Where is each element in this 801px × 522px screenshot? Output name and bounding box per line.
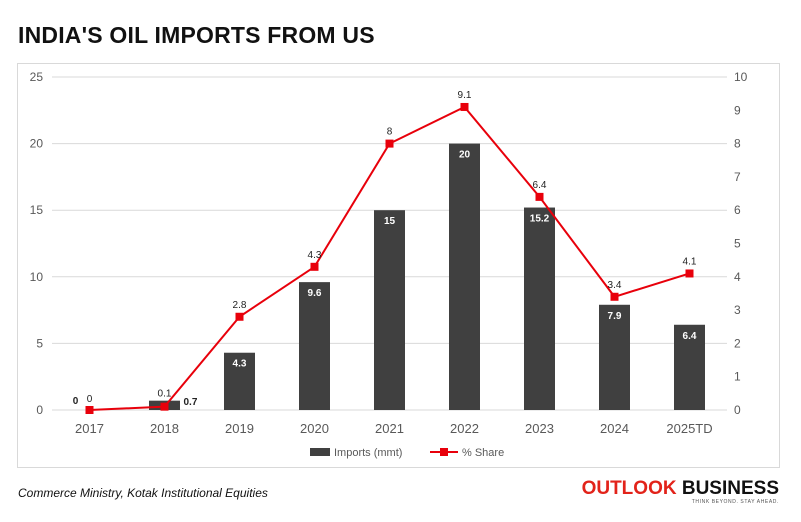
- legend-marker-share: [440, 448, 448, 456]
- bar-data-label: 9.6: [308, 288, 322, 299]
- line-marker: [310, 262, 319, 271]
- y-left-tick-label: 5: [36, 336, 43, 350]
- line-data-label: 4.1: [683, 256, 697, 267]
- x-tick-label: 2025TD: [666, 421, 712, 436]
- line-data-label: 0.1: [158, 389, 172, 400]
- y-left-tick-label: 25: [30, 70, 44, 84]
- y-right-tick-label: 1: [734, 370, 741, 384]
- y-right-tick-label: 9: [734, 103, 741, 117]
- line-data-label: 4.3: [308, 250, 322, 261]
- bar-data-label: 20: [459, 150, 471, 161]
- line-marker: [235, 312, 244, 321]
- x-tick-label: 2017: [75, 421, 104, 436]
- bar-imports: [524, 207, 555, 410]
- x-tick-label: 2018: [150, 421, 179, 436]
- y-right-tick-label: 8: [734, 137, 741, 151]
- line-marker: [610, 292, 619, 301]
- line-data-label: 6.4: [533, 180, 547, 191]
- y-right-tick-label: 6: [734, 203, 741, 217]
- combo-chart: 0 5 10 15 20 25 0 1 2 3 4 5 6 7 8 9 10 0 0.7 4.3 9.6 15 20 15.2…: [30, 70, 748, 459]
- bar-data-label: 7.9: [608, 311, 622, 322]
- bar-imports: [224, 352, 255, 410]
- y-left-tick-label: 20: [30, 137, 44, 151]
- line-marker: [685, 269, 694, 278]
- brand-tagline: THINK BEYOND. STAY AHEAD.: [691, 499, 779, 505]
- y-left-tick-label: 15: [30, 203, 44, 217]
- bar-imports: [374, 210, 405, 410]
- legend-label-imports: Imports (mmt): [334, 447, 402, 459]
- line-data-label: 2.8: [233, 300, 247, 311]
- line-data-label: 3.4: [608, 280, 622, 291]
- y-left-tick-label: 10: [30, 270, 44, 284]
- line-marker: [385, 139, 394, 148]
- y-right-tick-label: 4: [734, 270, 741, 284]
- line-marker: [460, 102, 469, 111]
- line-marker: [160, 402, 169, 411]
- brand-word-outlook: OUTLOOK: [581, 478, 677, 499]
- bar-data-label: 0.7: [184, 397, 198, 408]
- bar-data-label: 15: [384, 216, 396, 227]
- y-right-tick-label: 5: [734, 237, 741, 251]
- line-marker: [535, 192, 544, 201]
- bar-data-label: 4.3: [233, 359, 247, 370]
- line-data-label: 9.1: [458, 90, 472, 101]
- y-right-tick-label: 2: [734, 336, 741, 350]
- line-data-label: 0: [87, 394, 93, 405]
- y-right-tick-label: 0: [734, 403, 741, 417]
- brand-logo: OUTLOOK BUSINESS THINK BEYOND. STAY AHEA…: [582, 478, 779, 505]
- bar-imports: [299, 282, 330, 410]
- bar-imports: [449, 143, 480, 410]
- x-tick-label: 2020: [300, 421, 329, 436]
- brand-word-business: BUSINESS: [681, 478, 779, 499]
- bar-imports: [599, 304, 630, 410]
- y-left-tick-label: 0: [36, 403, 43, 417]
- y-right-tick-label: 3: [734, 303, 741, 317]
- x-tick-label: 2022: [450, 421, 479, 436]
- bar-data-label: 15.2: [530, 214, 550, 225]
- chart-area: 0 5 10 15 20 25 0 1 2 3 4 5 6 7 8 9 10 0 0.7 4.3 9.6 15 20 15.2…: [17, 63, 780, 468]
- bar-imports: [674, 324, 705, 410]
- chart-title: INDIA'S OIL IMPORTS FROM US: [18, 22, 375, 48]
- source-note: Commerce Ministry, Kotak Institutional E…: [18, 486, 268, 500]
- line-data-label: 8: [387, 127, 393, 138]
- y-right-tick-label: 10: [734, 70, 748, 84]
- y-right-tick-label: 7: [734, 170, 741, 184]
- line-marker: [85, 406, 94, 414]
- x-tick-label: 2023: [525, 421, 554, 436]
- bar-data-label: 6.4: [683, 331, 697, 342]
- legend-label-share: % Share: [462, 447, 504, 459]
- bar-data-label: 0: [73, 396, 79, 407]
- x-tick-label: 2019: [225, 421, 254, 436]
- legend-swatch-imports: [310, 448, 330, 456]
- x-tick-label: 2024: [600, 421, 629, 436]
- x-tick-label: 2021: [375, 421, 404, 436]
